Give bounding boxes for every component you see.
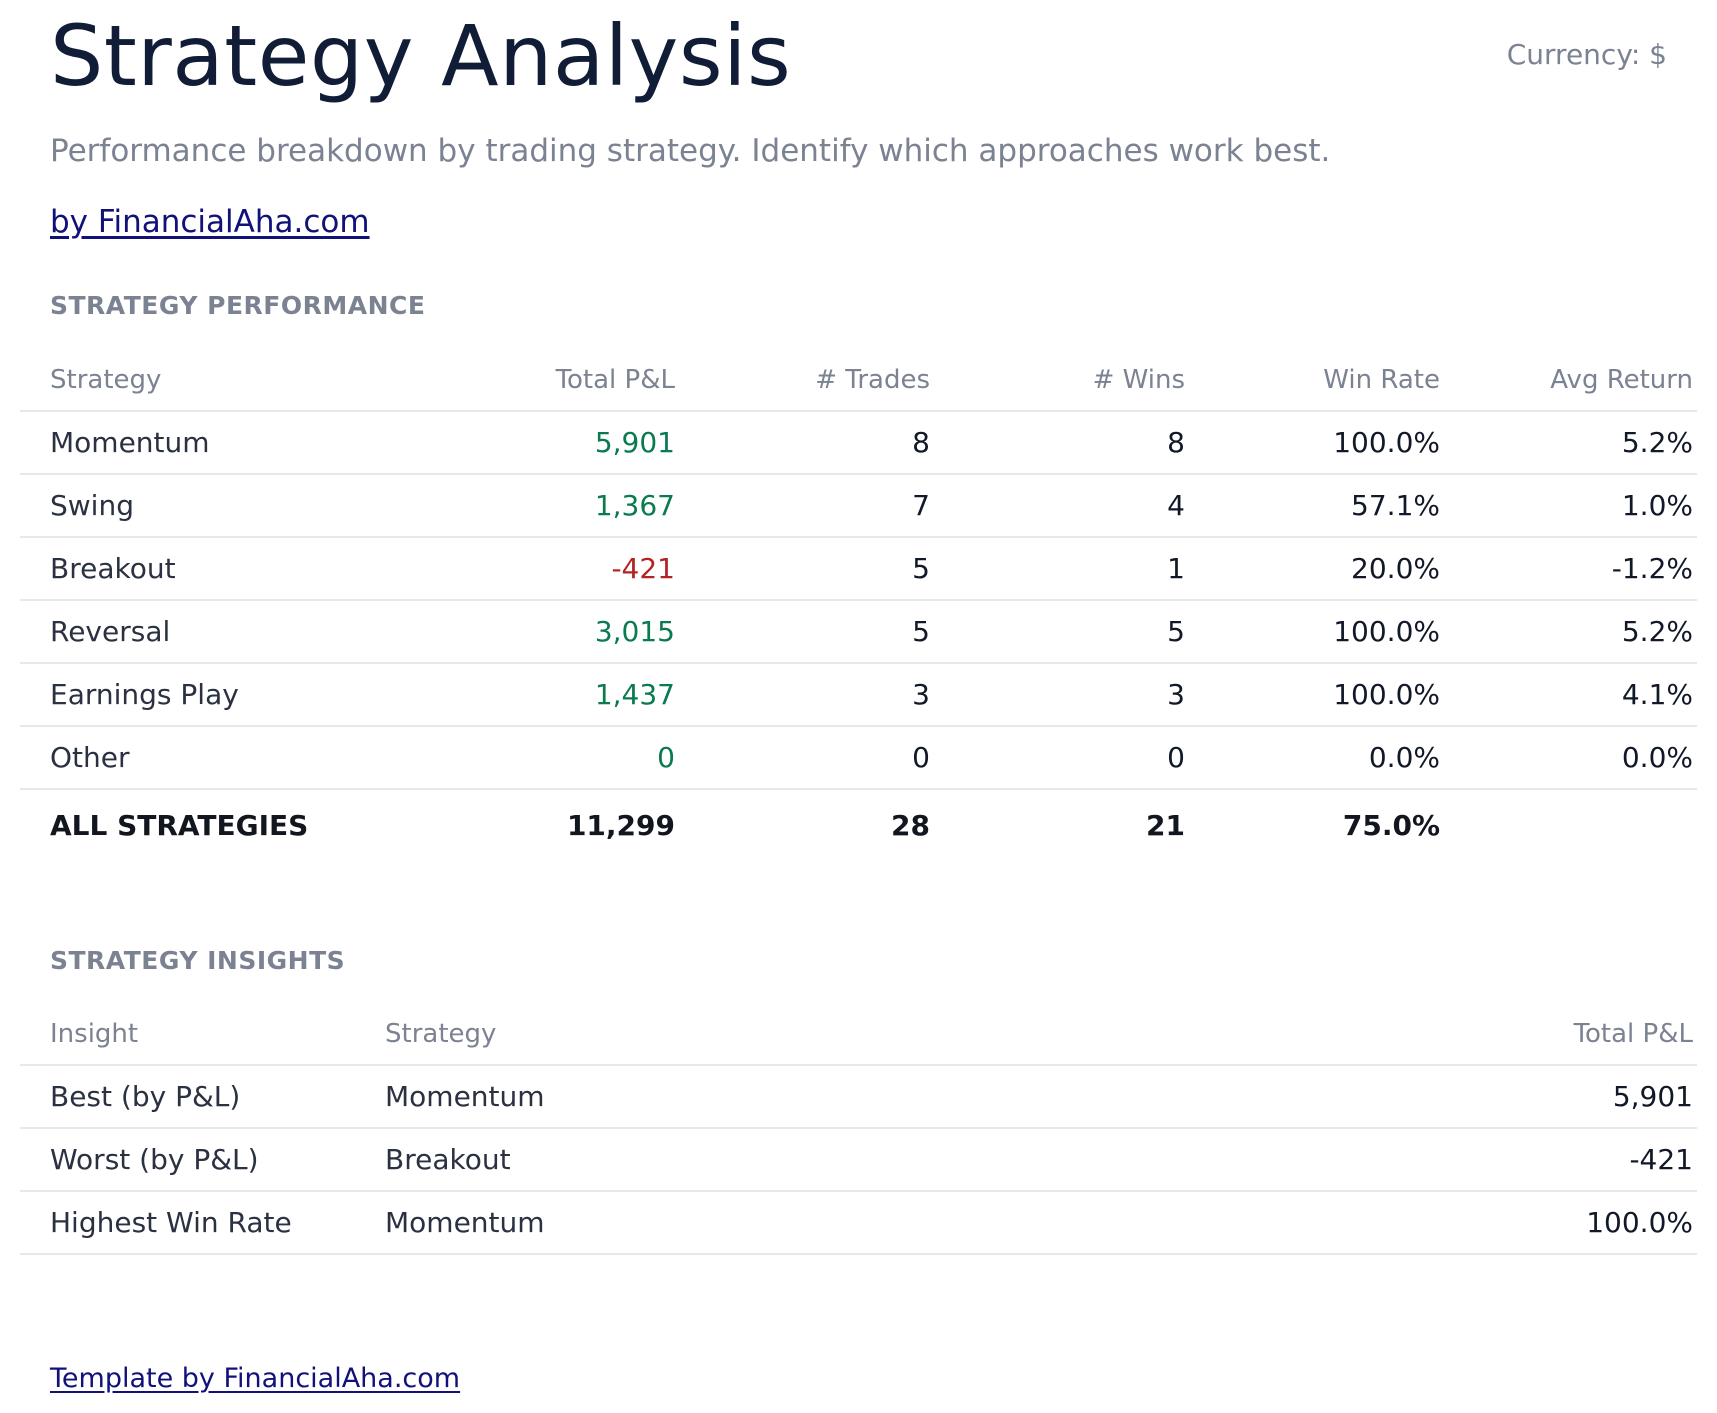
insight-strategy: Momentum xyxy=(385,1191,1285,1255)
avg-return: 0.0% xyxy=(1440,726,1697,790)
page-title: Strategy Analysis xyxy=(50,7,792,105)
total-pnl: 0 xyxy=(345,726,675,790)
win-rate: 100.0% xyxy=(1185,600,1440,664)
insight-value: 100.0% xyxy=(1285,1191,1697,1255)
table-row: Momentum 5,901 8 8 100.0% 5.2% xyxy=(20,411,1697,475)
total-row: ALL STRATEGIES 11,299 28 21 75.0% xyxy=(20,788,1697,860)
insight-label: Highest Win Rate xyxy=(20,1191,385,1255)
col-header-avg-return: Avg Return xyxy=(1440,350,1697,412)
win-rate: 0.0% xyxy=(1185,726,1440,790)
total-trades: 28 xyxy=(675,788,930,860)
wins-count: 8 xyxy=(930,411,1185,475)
win-rate: 57.1% xyxy=(1185,474,1440,538)
col-header-wins: # Wins xyxy=(930,350,1185,412)
table-row: Breakout -421 5 1 20.0% -1.2% xyxy=(20,537,1697,601)
trades-count: 5 xyxy=(675,537,930,601)
table-row: Reversal 3,015 5 5 100.0% 5.2% xyxy=(20,600,1697,664)
wins-count: 3 xyxy=(930,663,1185,727)
total-label: ALL STRATEGIES xyxy=(20,788,345,860)
avg-return: 5.2% xyxy=(1440,411,1697,475)
wins-count: 1 xyxy=(930,537,1185,601)
total-pnl: 1,367 xyxy=(345,474,675,538)
table-row: Highest Win Rate Momentum 100.0% xyxy=(20,1191,1697,1255)
trades-count: 8 xyxy=(675,411,930,475)
footer-template-link[interactable]: Template by FinancialAha.com xyxy=(50,1363,461,1394)
wins-count: 5 xyxy=(930,600,1185,664)
insights-header-row: Insight Strategy Total P&L xyxy=(20,1004,1697,1066)
byline-link[interactable]: by FinancialAha.com xyxy=(50,204,370,240)
col-header-strategy: Strategy xyxy=(385,1004,1285,1066)
win-rate: 100.0% xyxy=(1185,411,1440,475)
total-pnl-sum: 11,299 xyxy=(345,788,675,860)
table-row: Best (by P&L) Momentum 5,901 xyxy=(20,1065,1697,1129)
trades-count: 3 xyxy=(675,663,930,727)
col-header-win-rate: Win Rate xyxy=(1185,350,1440,412)
insight-label: Worst (by P&L) xyxy=(20,1128,385,1192)
strategy-name: Breakout xyxy=(20,537,345,601)
win-rate: 100.0% xyxy=(1185,663,1440,727)
col-header-total-pnl: Total P&L xyxy=(1285,1004,1697,1066)
col-header-trades: # Trades xyxy=(675,350,930,412)
wins-count: 0 xyxy=(930,726,1185,790)
insight-value: -421 xyxy=(1285,1128,1697,1192)
insight-label: Best (by P&L) xyxy=(20,1065,385,1129)
avg-return: 4.1% xyxy=(1440,663,1697,727)
total-win-rate: 75.0% xyxy=(1185,788,1440,860)
trades-count: 7 xyxy=(675,474,930,538)
col-header-strategy: Strategy xyxy=(20,350,345,412)
strategy-name: Momentum xyxy=(20,411,345,475)
table-row: Earnings Play 1,437 3 3 100.0% 4.1% xyxy=(20,663,1697,727)
avg-return: 5.2% xyxy=(1440,600,1697,664)
table-row: Swing 1,367 7 4 57.1% 1.0% xyxy=(20,474,1697,538)
strategy-name: Other xyxy=(20,726,345,790)
wins-count: 4 xyxy=(930,474,1185,538)
strategy-name: Earnings Play xyxy=(20,663,345,727)
avg-return: 1.0% xyxy=(1440,474,1697,538)
currency-label: Currency: $ xyxy=(1506,38,1667,71)
trades-count: 0 xyxy=(675,726,930,790)
strategy-insights-table: Insight Strategy Total P&L Best (by P&L)… xyxy=(20,1004,1697,1255)
insight-strategy: Breakout xyxy=(385,1128,1285,1192)
total-pnl: -421 xyxy=(345,537,675,601)
total-pnl: 1,437 xyxy=(345,663,675,727)
strategy-name: Reversal xyxy=(20,600,345,664)
page-subtitle: Performance breakdown by trading strateg… xyxy=(50,133,1331,169)
table-row: Other 0 0 0 0.0% 0.0% xyxy=(20,726,1697,790)
avg-return: -1.2% xyxy=(1440,537,1697,601)
col-header-total-pnl: Total P&L xyxy=(345,350,675,412)
table-row: Worst (by P&L) Breakout -421 xyxy=(20,1128,1697,1192)
strategy-name: Swing xyxy=(20,474,345,538)
insights-section-title: STRATEGY INSIGHTS xyxy=(50,946,346,975)
total-wins: 21 xyxy=(930,788,1185,860)
total-pnl: 3,015 xyxy=(345,600,675,664)
performance-section-title: STRATEGY PERFORMANCE xyxy=(50,291,426,320)
win-rate: 20.0% xyxy=(1185,537,1440,601)
performance-header-row: Strategy Total P&L # Trades # Wins Win R… xyxy=(20,350,1697,412)
total-pnl: 5,901 xyxy=(345,411,675,475)
trades-count: 5 xyxy=(675,600,930,664)
total-avg-return xyxy=(1440,788,1697,860)
strategy-performance-table: Strategy Total P&L # Trades # Wins Win R… xyxy=(20,350,1697,860)
col-header-insight: Insight xyxy=(20,1004,385,1066)
insight-value: 5,901 xyxy=(1285,1065,1697,1129)
insight-strategy: Momentum xyxy=(385,1065,1285,1129)
